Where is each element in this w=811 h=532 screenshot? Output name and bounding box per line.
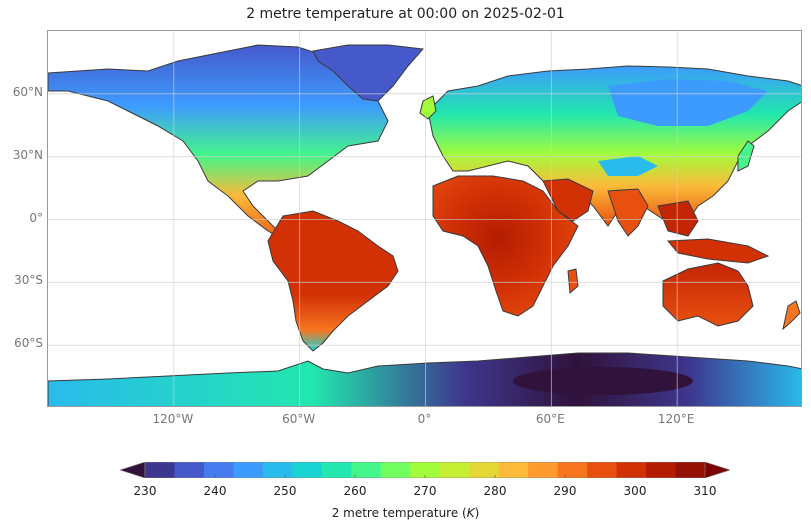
colorbar-swatch [145, 462, 175, 478]
colorbar-tick-label: 240 [203, 484, 227, 498]
colorbar-swatch [351, 462, 382, 478]
longitude-label: 0° [417, 412, 432, 426]
arabia [542, 178, 594, 222]
latitude-label: 60°S [14, 336, 43, 351]
latitude-label: 60°N [12, 84, 43, 99]
colorbar-swatch [469, 462, 500, 478]
colorbar-swatch [410, 462, 441, 478]
longitude-label: 120°W [152, 412, 194, 426]
gridlines [48, 31, 801, 406]
madagascar [567, 268, 579, 295]
colorbar-swatch [321, 462, 352, 478]
latitude-label: 30°S [14, 273, 43, 288]
colorbar-swatch [498, 462, 529, 478]
colorbar-swatch [616, 462, 647, 478]
latitude-label: 30°N [12, 147, 43, 162]
colorbar-tick-label: 260 [343, 484, 367, 498]
longitude-label: 120°E [657, 412, 695, 426]
great-britain [419, 95, 437, 120]
japan [737, 140, 755, 172]
colorbar-swatch [646, 462, 677, 478]
colorbar-label-close: ) [474, 506, 480, 520]
map-panel [47, 30, 802, 407]
temperature-map [48, 31, 801, 406]
colorbar-swatch [292, 462, 323, 478]
colorbar-tick-label: 250 [273, 484, 297, 498]
colorbar-tick-label: 290 [553, 484, 577, 498]
indonesia [666, 238, 770, 264]
colorbar-frame [144, 462, 706, 478]
colorbar-tick-label: 280 [483, 484, 507, 498]
colorbar-extend-min [120, 462, 146, 478]
colorbar-swatch [262, 462, 293, 478]
colorbar-label: 2 metre temperature (K) [0, 506, 811, 520]
colorbar-swatch [528, 462, 559, 478]
colorbar-label-unit: K [466, 506, 475, 520]
colorbar-swatch [675, 462, 706, 478]
colorbar-swatch [203, 462, 234, 478]
north-america [48, 44, 389, 247]
latitude-label: 0° [29, 210, 43, 225]
colorbar-swatch [557, 462, 588, 478]
new-zealand [782, 300, 801, 331]
colorbar-ramp [120, 462, 730, 478]
colorbar-swatch [380, 462, 411, 478]
colorbar-tick-label: 300 [623, 484, 647, 498]
colorbar-swatch [233, 462, 264, 478]
colorbar [120, 462, 730, 478]
land-masses [48, 44, 801, 406]
colorbar-swatch [587, 462, 618, 478]
south-america [267, 210, 399, 352]
colorbar-tick-label: 230 [133, 484, 157, 498]
figure-title: 2 metre temperature at 00:00 on 2025-02-… [246, 6, 565, 22]
colorbar-swatch [439, 462, 470, 478]
australia [662, 262, 754, 327]
antarctica-cold-core [513, 367, 693, 395]
longitude-label: 60°E [535, 412, 565, 426]
tibet-cold [598, 156, 658, 176]
colorbar-tick-label: 310 [693, 484, 717, 498]
africa [432, 175, 579, 317]
colorbar-tick-label: 270 [413, 484, 437, 498]
colorbar-swatch [174, 462, 205, 478]
siberia-cold [608, 79, 768, 126]
india [607, 188, 649, 237]
longitude-label: 60°W [282, 412, 316, 426]
colorbar-extend-max [704, 462, 730, 478]
southeast-asia [657, 200, 699, 237]
colorbar-label-text: 2 metre temperature ( [331, 506, 467, 520]
